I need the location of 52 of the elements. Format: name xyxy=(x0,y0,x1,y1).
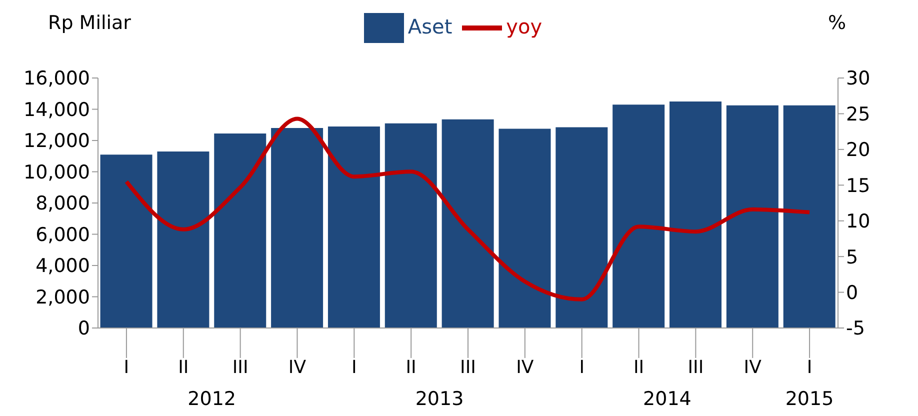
x-tick-label: I xyxy=(806,356,812,378)
y-axis-title: Rp Miliar xyxy=(48,12,131,34)
x-tick-label: IV xyxy=(744,356,762,378)
x-tick-label: IV xyxy=(288,356,307,378)
bar xyxy=(612,104,665,328)
bar xyxy=(726,105,778,328)
text: 2012 xyxy=(186,388,238,410)
legend-label: yoy xyxy=(506,14,542,38)
text: 2015 xyxy=(784,388,835,410)
bar xyxy=(214,133,266,328)
y2-axis-title: % xyxy=(828,12,846,34)
bar xyxy=(783,105,836,328)
x-tick-label: II xyxy=(633,356,644,378)
y-tick-label: 2,000 xyxy=(36,286,90,308)
y-tick-label: 14,000 xyxy=(24,98,90,121)
y-tick-label: 12,000 xyxy=(24,130,90,152)
x-tick-label: III xyxy=(460,356,476,378)
y-tick-label: 4,000 xyxy=(36,255,90,278)
x-tick-label: IV xyxy=(516,356,534,378)
x-tick-label: I xyxy=(124,356,130,378)
x-tick-label: II xyxy=(178,356,189,378)
y-tick-label: 10,000 xyxy=(24,161,90,184)
bar xyxy=(328,126,380,328)
legend-label: Aset xyxy=(408,14,452,38)
y2-tick-label: 30 xyxy=(846,68,870,90)
bar xyxy=(442,119,494,328)
y-tick-label: 8,000 xyxy=(36,192,90,215)
bar xyxy=(498,128,551,328)
y-tick-label: 16,000 xyxy=(24,68,90,90)
text: 2013 xyxy=(414,388,465,410)
x-tick-label: III xyxy=(232,356,248,378)
y2-tick-label: 0 xyxy=(846,282,858,304)
bar xyxy=(670,101,722,328)
x-tick-label: I xyxy=(579,356,584,378)
y-tick-label: 6,000 xyxy=(36,224,90,246)
y2-tick-label: -5 xyxy=(846,318,865,340)
bar xyxy=(384,123,437,328)
x-tick-label: II xyxy=(406,356,416,378)
line-series xyxy=(124,116,812,302)
y2-tick-label: 5 xyxy=(846,246,858,268)
bar xyxy=(556,127,608,328)
y2-tick-label: 20 xyxy=(846,139,870,162)
y2-tick-label: 15 xyxy=(846,174,870,197)
bar xyxy=(100,154,152,328)
y2-tick-label: 10 xyxy=(846,210,870,233)
x-tick-label: III xyxy=(688,356,704,378)
y-tick-label: 0 xyxy=(78,318,90,340)
bar xyxy=(157,151,210,328)
text: 2014 xyxy=(642,388,692,410)
bar xyxy=(271,128,324,328)
x-tick-label: I xyxy=(352,356,357,378)
y2-tick-label: 25 xyxy=(846,103,870,126)
